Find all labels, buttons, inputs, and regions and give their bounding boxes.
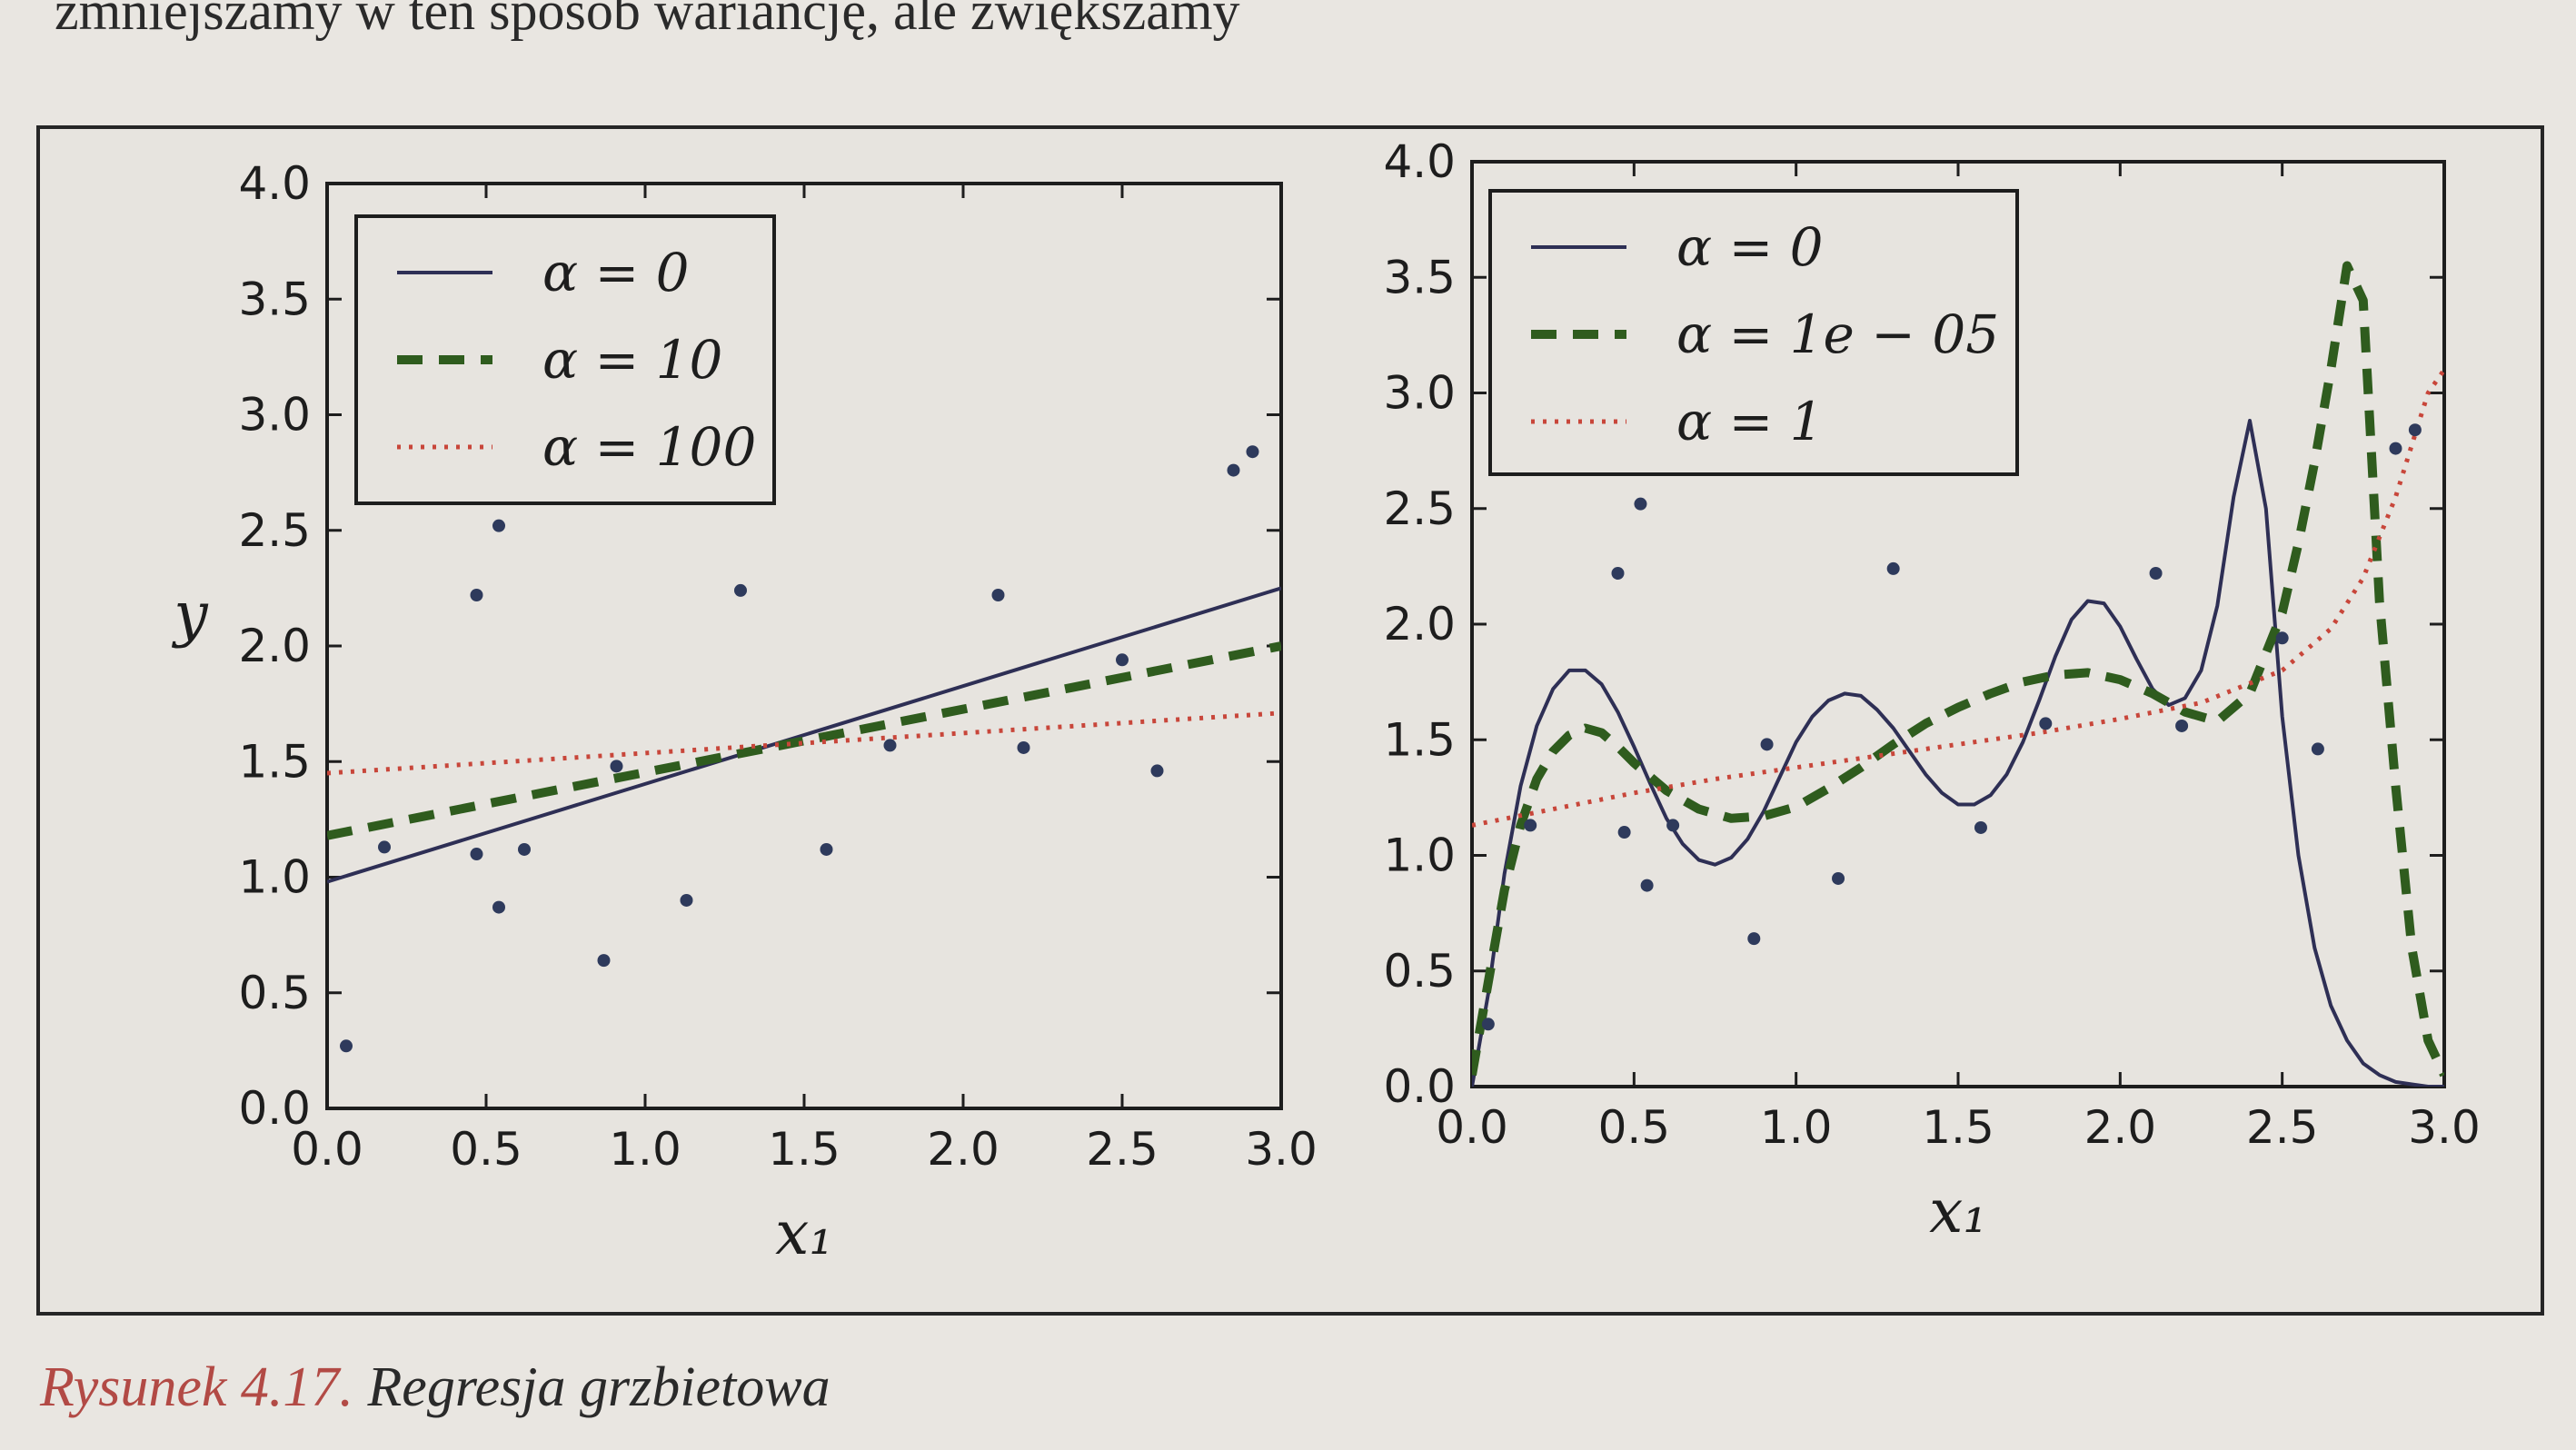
- x-tick-label: 3.0: [1245, 1123, 1318, 1176]
- y-tick-label: 1.0: [238, 851, 311, 904]
- data-point: [1832, 871, 1845, 885]
- data-point: [680, 893, 693, 907]
- y-tick-label: 0.5: [1383, 945, 1456, 998]
- x-tick-label: 2.0: [927, 1123, 1000, 1176]
- data-point: [340, 1039, 353, 1053]
- top-text-fragment: zmniejszamy w ten sposób wariancję, ale …: [55, 0, 1240, 41]
- series-layer: [1472, 261, 2444, 1087]
- data-point: [2275, 631, 2289, 645]
- legend: α = 0 α = 10 α = 100: [354, 214, 776, 505]
- data-point: [1227, 463, 1240, 477]
- legend: α = 0 α = 1e − 05 α = 1: [1488, 189, 2019, 476]
- data-point: [1617, 826, 1631, 839]
- y-tick-label: 0.0: [1383, 1060, 1456, 1113]
- chart-panel-1: 0.0 0.5 1.0 1.5 2.0 2.5 3.0 0.0 0.5 1.0 1.5 2.0 2.5 3…: [171, 157, 1317, 1268]
- chart-panel-2: 0.0 0.5 1.0 1.5 2.0 2.5 3.0 0.0 0.5 1.0 1.5 2.0 2.5 3…: [1383, 135, 2480, 1246]
- x-tick-label: 1.5: [1922, 1101, 1994, 1154]
- data-point: [1666, 819, 1680, 832]
- x-axis-label: x₁: [775, 1198, 833, 1268]
- caption-text: Regresja grzbietowa: [367, 1356, 830, 1418]
- x-tick-label: 0.5: [450, 1123, 522, 1176]
- y-tick-label: 1.5: [238, 735, 311, 788]
- y-tick-label: 3.5: [238, 273, 311, 325]
- data-point: [470, 589, 483, 602]
- y-tick-label: 2.0: [1383, 598, 1456, 651]
- data-point: [2039, 717, 2053, 730]
- y-tick-label: 2.5: [1383, 482, 1456, 535]
- data-point: [1481, 1018, 1495, 1031]
- data-point: [991, 589, 1005, 602]
- data-point: [2408, 423, 2422, 437]
- data-point: [1747, 932, 1761, 946]
- data-point: [1524, 819, 1537, 832]
- series-line-dashed: [327, 641, 1281, 840]
- data-point: [518, 842, 531, 856]
- data-point: [820, 842, 833, 856]
- data-point: [470, 848, 483, 861]
- x-tick-label: 2.0: [2084, 1101, 2157, 1154]
- y-tick-label: 1.5: [1383, 713, 1456, 766]
- legend-label: α = 1e − 05: [1676, 303, 1999, 365]
- data-point: [2311, 742, 2324, 756]
- data-point: [1150, 764, 1164, 778]
- x-tick-label: 1.5: [768, 1123, 840, 1176]
- x-axis-label: x₁: [1929, 1177, 1987, 1246]
- y-tick-label: 4.0: [238, 157, 311, 210]
- data-point: [1611, 567, 1625, 581]
- legend-label: α = 10: [542, 329, 722, 391]
- data-point: [1246, 445, 1259, 459]
- y-tick-label: 0.0: [238, 1082, 311, 1135]
- y-tick-label: 3.5: [1383, 251, 1456, 303]
- x-tick-label: 0.5: [1598, 1101, 1671, 1154]
- data-point: [1116, 653, 1129, 667]
- series-line-solid: [1472, 419, 2444, 1087]
- x-tick-label: 0.0: [1436, 1101, 1508, 1154]
- data-point: [492, 900, 505, 914]
- legend-box: [354, 214, 776, 505]
- y-tick-label: 0.5: [238, 967, 311, 1019]
- x-tick-label: 1.0: [1760, 1101, 1833, 1154]
- series-layer: [327, 586, 1281, 884]
- data-point: [597, 954, 611, 968]
- legend-label: α = 100: [542, 416, 756, 478]
- caption-label: Rysunek 4.17.: [40, 1356, 353, 1418]
- series-line-dashed: [1472, 261, 2444, 1078]
- x-tick-label: 2.5: [1086, 1123, 1159, 1176]
- data-point: [1017, 740, 1030, 754]
- legend-label: α = 0: [1676, 216, 1824, 278]
- legend-label: α = 0: [542, 242, 690, 303]
- y-tick-label: 1.0: [1383, 829, 1456, 882]
- data-point: [883, 739, 897, 752]
- data-point: [1640, 879, 1654, 892]
- data-point: [2389, 442, 2402, 455]
- data-point: [1886, 561, 1900, 575]
- data-point: [2175, 719, 2189, 732]
- data-point: [1634, 497, 1647, 511]
- y-tick-label: 3.0: [238, 389, 311, 442]
- y-tick-label: 2.5: [238, 504, 311, 557]
- data-point: [734, 583, 747, 597]
- y-tick-label: 3.0: [1383, 367, 1456, 420]
- x-tick-label: 3.0: [2408, 1101, 2481, 1154]
- data-point: [2149, 567, 2163, 581]
- data-point: [610, 760, 623, 773]
- x-tick-label: 0.0: [291, 1123, 363, 1176]
- x-tick-label: 1.0: [609, 1123, 681, 1176]
- y-axis-label: y: [171, 579, 208, 649]
- series-line-solid: [327, 586, 1281, 884]
- data-point: [1974, 820, 1987, 834]
- data-point: [378, 840, 391, 854]
- y-tick-label: 4.0: [1383, 135, 1456, 188]
- series-line-dotted: [1472, 368, 2444, 828]
- series-line-dotted: [327, 710, 1281, 776]
- x-tick-label: 2.5: [2246, 1101, 2319, 1154]
- figure-caption: Rysunek 4.17. Regresja grzbietowa: [40, 1356, 830, 1420]
- data-point: [1760, 738, 1774, 751]
- y-tick-label: 2.0: [238, 620, 311, 672]
- data-point: [492, 519, 505, 532]
- legend-label: α = 1: [1676, 391, 1824, 452]
